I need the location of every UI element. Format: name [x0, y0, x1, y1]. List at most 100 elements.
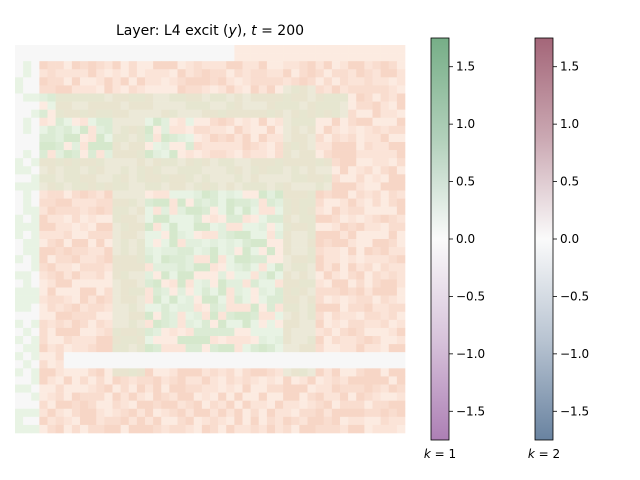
heatmap-cell — [71, 93, 81, 102]
heatmap-cell — [47, 150, 56, 159]
heatmap-cell — [193, 319, 203, 329]
heatmap-cell — [96, 408, 105, 418]
heatmap-cell — [169, 166, 178, 175]
heatmap-cell — [356, 392, 365, 401]
heatmap-cell — [372, 271, 381, 280]
heatmap-cell — [226, 222, 235, 232]
heatmap-cell — [31, 93, 40, 102]
heatmap-cell — [380, 166, 390, 175]
heatmap-cell — [331, 45, 341, 54]
heatmap-cell — [275, 174, 284, 183]
heatmap-cell — [55, 125, 65, 135]
heatmap-cell — [80, 230, 89, 240]
heatmap-cell — [258, 230, 268, 240]
heatmap-cell — [299, 206, 308, 216]
heatmap-cell — [112, 69, 121, 78]
heatmap-cell — [177, 190, 186, 199]
heatmap-cell — [218, 255, 227, 264]
heatmap-cell — [266, 198, 276, 207]
heatmap-cell — [388, 45, 398, 54]
heatmap-cell — [185, 368, 195, 377]
heatmap-cell — [161, 287, 170, 296]
heatmap-cell — [283, 247, 292, 256]
heatmap-cell — [193, 61, 203, 70]
heatmap-cell — [88, 384, 97, 393]
heatmap-cell — [291, 150, 300, 159]
heatmap-cell — [145, 182, 154, 191]
heatmap-cell — [291, 263, 300, 272]
heatmap-cell — [128, 85, 138, 94]
heatmap-cell — [23, 158, 32, 167]
heatmap-cell — [242, 109, 251, 119]
heatmap-cell — [71, 424, 81, 434]
heatmap-cell — [340, 150, 349, 159]
heatmap-cell — [226, 400, 235, 410]
heatmap-cell — [80, 319, 89, 329]
heatmap-cell — [283, 77, 292, 86]
heatmap-cell — [39, 230, 48, 240]
heatmap-cell — [315, 117, 325, 127]
heatmap-cell — [234, 109, 243, 119]
heatmap-cell — [266, 311, 276, 321]
heatmap-cell — [153, 263, 162, 272]
heatmap-cell — [307, 408, 316, 418]
heatmap-cell — [323, 206, 333, 216]
heatmap-cell — [210, 214, 219, 224]
heatmap-cell — [331, 303, 341, 313]
heatmap-cell — [340, 263, 349, 272]
heatmap-cell — [136, 392, 146, 401]
heatmap-cell — [210, 198, 219, 207]
heatmap-cell — [396, 142, 406, 151]
heatmap-cell — [169, 271, 178, 280]
heatmap-cell — [145, 400, 154, 410]
heatmap-cell — [136, 247, 146, 256]
heatmap-cell — [39, 158, 48, 167]
heatmap-cell — [266, 190, 276, 199]
heatmap-cell — [307, 214, 316, 224]
heatmap-cell — [283, 53, 292, 62]
heatmap-cell — [348, 352, 357, 361]
heatmap-cell — [258, 247, 268, 256]
heatmap-cell — [47, 214, 56, 224]
heatmap-cell — [266, 77, 276, 86]
heatmap-cell — [323, 424, 333, 434]
heatmap-cell — [23, 45, 32, 54]
heatmap-cell — [112, 303, 121, 313]
heatmap-cell — [283, 125, 292, 135]
heatmap-cell — [234, 142, 243, 151]
heatmap-cell — [307, 45, 316, 54]
heatmap-cell — [372, 344, 381, 353]
heatmap-cell — [226, 352, 235, 361]
heatmap-cell — [63, 384, 73, 393]
heatmap-cell — [201, 344, 211, 353]
heatmap-cell — [323, 230, 333, 240]
heatmap-cell — [258, 239, 268, 248]
heatmap-cell — [218, 93, 227, 102]
heatmap-cell — [23, 327, 32, 337]
heatmap-cell — [218, 150, 227, 159]
heatmap-cell — [55, 263, 65, 272]
heatmap-cell — [128, 77, 138, 86]
heatmap-cell — [340, 384, 349, 393]
heatmap-cell — [340, 93, 349, 102]
heatmap-cell — [283, 279, 292, 288]
heatmap-cell — [275, 85, 284, 94]
heatmap-cell — [153, 400, 162, 410]
heatmap-cell — [177, 392, 186, 401]
heatmap-cell — [356, 239, 365, 248]
heatmap-cell — [128, 182, 138, 191]
heatmap-cell — [291, 400, 300, 410]
heatmap-cell — [47, 142, 56, 151]
heatmap-cell — [193, 263, 203, 272]
heatmap-cell — [323, 53, 333, 62]
heatmap-cell — [396, 424, 406, 434]
heatmap-cell — [258, 69, 268, 78]
heatmap-cell — [340, 424, 349, 434]
heatmap-cell — [396, 368, 406, 377]
heatmap-cell — [372, 400, 381, 410]
heatmap-cell — [23, 287, 32, 296]
heatmap-cell — [388, 360, 398, 369]
heatmap-cell — [388, 279, 398, 288]
heatmap-cell — [323, 368, 333, 377]
